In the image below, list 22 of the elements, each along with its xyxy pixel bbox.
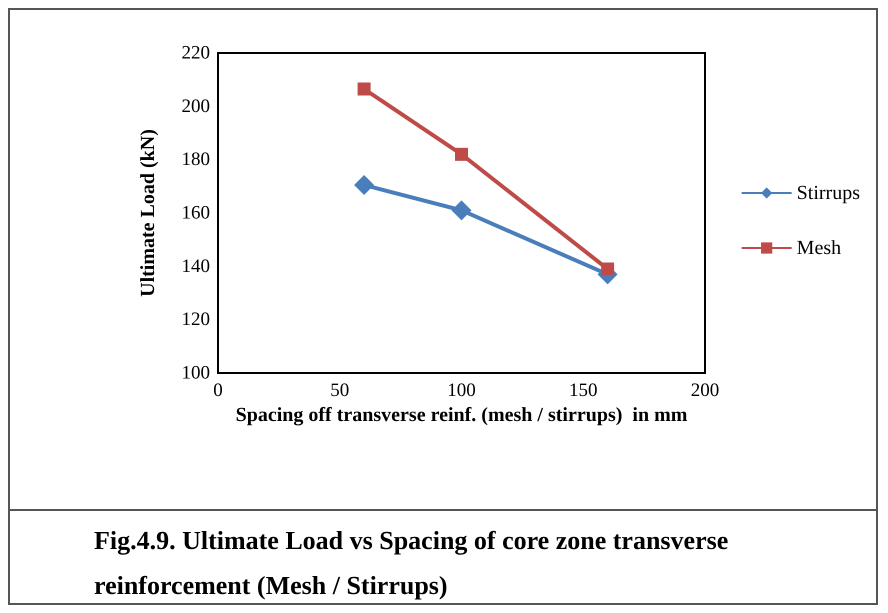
point: [601, 262, 614, 276]
x-tick-label: 0: [213, 380, 223, 401]
y-tick-label: 140: [182, 256, 210, 277]
y-tick-label: 160: [182, 202, 210, 224]
x-axis-title: Spacing off transverse reinf. (mesh / stirrups) in mm: [236, 404, 688, 426]
legend-label: Mesh: [796, 237, 842, 259]
x-tick-label: 200: [690, 380, 720, 401]
x-tick-label: 100: [447, 380, 476, 401]
y-axis-title: Ultimate Load (kN): [137, 129, 159, 297]
y-tick-label: 220: [182, 42, 210, 64]
caption: Fig.4.9. Ultimate Load vs Spacing of core zone transverse reinforcement (Mesh / Stirrups): [94, 526, 735, 600]
y-tick-label: 180: [182, 149, 210, 170]
y-tick-label: 200: [182, 96, 210, 117]
y-tick-label: 120: [182, 309, 210, 330]
y-tick-label: 100: [182, 362, 210, 384]
point: [358, 82, 371, 96]
x-tick-label: 50: [330, 380, 350, 401]
x-tick-label: 150: [569, 380, 598, 401]
point: [452, 200, 472, 220]
point: [354, 175, 374, 195]
point: [455, 148, 468, 161]
legend-label: Stirrups: [796, 182, 860, 204]
